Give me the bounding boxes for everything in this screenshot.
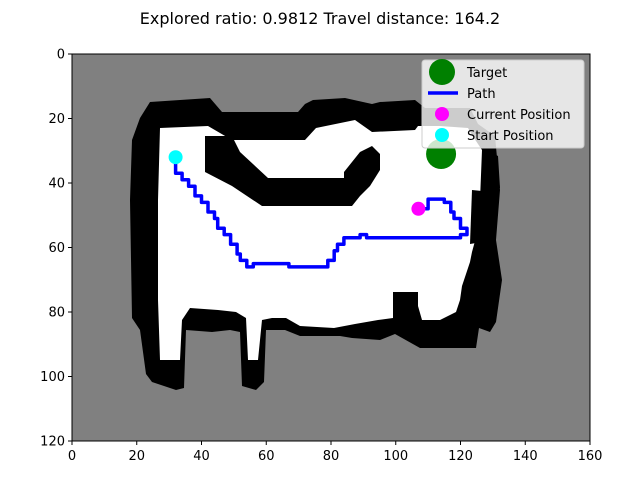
x-axis: 0 20 40 60 80 100 120 140 160 xyxy=(68,441,603,464)
y-tick-label: 40 xyxy=(48,177,65,192)
obstacle-block xyxy=(486,150,500,188)
current-position-marker xyxy=(411,201,426,216)
legend-marker xyxy=(435,128,449,142)
obstacle-block xyxy=(344,146,380,206)
legend-label: Target xyxy=(466,66,507,81)
x-tick-label: 20 xyxy=(128,449,145,464)
legend-box xyxy=(421,59,585,149)
x-tick-label: 140 xyxy=(513,449,538,464)
legend-marker xyxy=(429,59,455,85)
obstacle-block xyxy=(393,292,418,310)
x-tick-label: 60 xyxy=(258,449,275,464)
y-tick-label: 120 xyxy=(40,435,65,450)
legend-label: Start Position xyxy=(467,129,554,144)
y-tick-label: 0 xyxy=(57,48,65,63)
x-tick-label: 80 xyxy=(323,449,340,464)
x-tick-label: 40 xyxy=(193,449,210,464)
obstacle-block xyxy=(470,190,494,244)
occupancy-map xyxy=(130,98,502,390)
y-tick-label: 100 xyxy=(40,370,65,385)
obstacle-block xyxy=(205,136,352,206)
x-tick-label: 120 xyxy=(448,449,473,464)
y-tick-label: 60 xyxy=(48,241,65,256)
path-line xyxy=(173,157,469,269)
legend: Target Path Current Position Start Position xyxy=(421,59,585,149)
legend-label: Path xyxy=(467,87,496,102)
y-tick-label: 80 xyxy=(48,306,65,321)
y-tick-label: 20 xyxy=(48,112,65,127)
x-tick-label: 0 xyxy=(68,449,76,464)
x-tick-label: 160 xyxy=(578,449,603,464)
y-axis: 0 20 40 60 80 100 120 xyxy=(40,48,72,450)
x-tick-label: 100 xyxy=(383,449,408,464)
legend-label: Current Position xyxy=(467,108,571,123)
legend-marker xyxy=(435,107,449,121)
start-position-marker xyxy=(168,150,183,165)
chart-title: Explored ratio: 0.9812 Travel distance: … xyxy=(140,9,500,28)
